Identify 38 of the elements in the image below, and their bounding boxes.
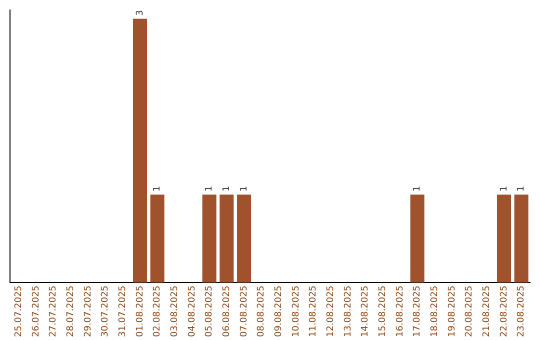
- x-tick-label: 22.08.2025: [499, 285, 510, 337]
- x-tick-label: 05.08.2025: [204, 285, 215, 337]
- data-label: 1: [499, 186, 510, 192]
- x-tick-label: 02.08.2025: [152, 285, 163, 337]
- x-tick-label: 12.08.2025: [326, 285, 336, 337]
- x-tick-label: 28.07.2025: [66, 285, 76, 337]
- x-tick-label: 13.08.2025: [343, 285, 354, 337]
- x-tick-label: 15.08.2025: [378, 285, 388, 337]
- data-label: 1: [239, 186, 250, 192]
- x-tick-label: 16.08.2025: [395, 285, 406, 337]
- data-label: 1: [204, 186, 215, 192]
- data-label: 1: [412, 186, 423, 192]
- x-tick-label: 07.08.2025: [239, 285, 250, 337]
- x-tick-label: 20.08.2025: [464, 285, 475, 337]
- x-tick-label: 19.08.2025: [447, 285, 458, 337]
- x-tick-label: 18.08.2025: [430, 285, 440, 337]
- x-tick-label: 06.08.2025: [222, 285, 232, 337]
- data-label: 1: [222, 186, 232, 192]
- x-tick-label: 14.08.2025: [360, 285, 371, 337]
- x-tick-label: 09.08.2025: [274, 285, 284, 337]
- data-label: 1: [516, 186, 527, 192]
- x-tick-label: 31.07.2025: [118, 285, 128, 337]
- x-tick-label: 27.07.2025: [48, 285, 59, 337]
- data-label: 1: [152, 186, 163, 192]
- x-tick-label: 29.07.2025: [83, 285, 94, 337]
- x-tick-label: 01.08.2025: [135, 285, 146, 337]
- x-tick-label: 11.08.2025: [308, 285, 319, 337]
- x-tick-label: 25.07.2025: [14, 285, 24, 337]
- x-tick-label: 08.08.2025: [256, 285, 267, 337]
- x-tick-label: 23.08.2025: [516, 285, 527, 337]
- x-tick-label: 26.07.2025: [31, 285, 42, 337]
- x-tick-label: 10.08.2025: [291, 285, 302, 337]
- data-label: 3: [135, 10, 146, 16]
- x-tick-label: 04.08.2025: [187, 285, 198, 337]
- x-tick-label: 21.08.2025: [482, 285, 492, 337]
- x-tick-label: 03.08.2025: [170, 285, 180, 337]
- x-tick-label: 17.08.2025: [412, 285, 423, 337]
- x-tick-label: 30.07.2025: [100, 285, 111, 337]
